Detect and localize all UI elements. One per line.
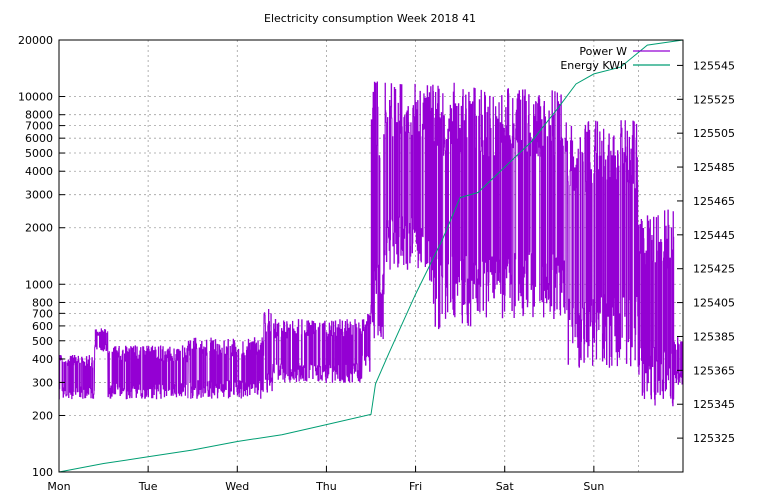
y-left-tick-label: 7000 xyxy=(25,120,53,133)
power-series xyxy=(58,81,684,407)
y-left-tick-label: 1000 xyxy=(25,278,53,291)
y-right-tick-label: 125425 xyxy=(693,263,735,276)
y-right-tick-label: 125345 xyxy=(693,398,735,411)
y-left-tick-label: 6000 xyxy=(25,132,53,145)
y-left-tick-label: 10000 xyxy=(18,91,53,104)
y-left-tick-label: 4000 xyxy=(25,165,53,178)
x-tick-label: Mon xyxy=(47,480,70,493)
y-left-tick-label: 300 xyxy=(32,376,53,389)
x-tick-label: Fri xyxy=(409,480,422,493)
y-left-tick-label: 8000 xyxy=(25,109,53,122)
x-tick-label: Tue xyxy=(138,480,158,493)
y-left-tick-label: 500 xyxy=(32,335,53,348)
y-left-tick-label: 400 xyxy=(32,353,53,366)
y-left-tick-label: 2000 xyxy=(25,222,53,235)
y-left-tick-label: 200 xyxy=(32,409,53,422)
y-right-tick-label: 125365 xyxy=(693,364,735,377)
power-line xyxy=(58,81,684,407)
y-left-tick-label: 800 xyxy=(32,296,53,309)
y-right-tick-label: 125325 xyxy=(693,432,735,445)
plot-frame xyxy=(58,39,684,473)
y-left-tick-label: 3000 xyxy=(25,189,53,202)
y-right-tick-label: 125525 xyxy=(693,93,735,106)
x-tick-label: Thu xyxy=(315,480,337,493)
y-right-tick-label: 125405 xyxy=(693,297,735,310)
energy-line xyxy=(58,39,684,473)
legend-label-power: Power W xyxy=(579,45,627,58)
y-right-tick-label: 125445 xyxy=(693,229,735,242)
y-right-tick-label: 125385 xyxy=(693,330,735,343)
y-left-tick-label: 100 xyxy=(32,466,53,479)
y-right-tick-label: 125465 xyxy=(693,195,735,208)
y-right-tick-label: 125505 xyxy=(693,127,735,140)
x-tick-label: Wed xyxy=(225,480,249,493)
y-left-tick-label: 5000 xyxy=(25,147,53,160)
chart-title: Electricity consumption Week 2018 41 xyxy=(264,12,476,25)
legend-label-energy: Energy KWh xyxy=(560,59,627,72)
energy-series xyxy=(58,39,684,473)
x-tick-label: Sun xyxy=(583,480,604,493)
y-left-tick-label: 20000 xyxy=(18,34,53,47)
y-right-tick-label: 125545 xyxy=(693,59,735,72)
y-left-tick-label: 600 xyxy=(32,320,53,333)
x-tick-label: Sat xyxy=(496,480,515,493)
y-left-tick-label: 700 xyxy=(32,307,53,320)
legend: Power W Energy KWh xyxy=(560,45,670,72)
y-right-tick-label: 125485 xyxy=(693,161,735,174)
